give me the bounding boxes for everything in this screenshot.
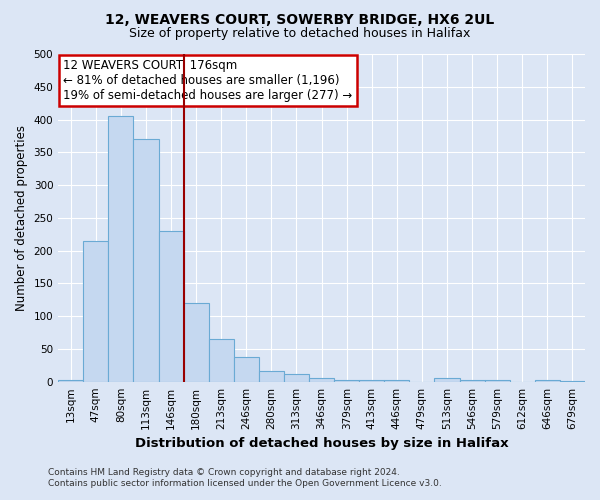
Y-axis label: Number of detached properties: Number of detached properties bbox=[15, 125, 28, 311]
Text: Size of property relative to detached houses in Halifax: Size of property relative to detached ho… bbox=[130, 28, 470, 40]
Bar bbox=[209, 339, 234, 382]
Bar bbox=[309, 378, 334, 382]
Bar bbox=[284, 374, 309, 382]
Bar bbox=[560, 381, 585, 382]
Text: Contains HM Land Registry data © Crown copyright and database right 2024.
Contai: Contains HM Land Registry data © Crown c… bbox=[48, 468, 442, 487]
Bar bbox=[234, 357, 259, 382]
Bar bbox=[133, 139, 158, 382]
Text: 12 WEAVERS COURT: 176sqm
← 81% of detached houses are smaller (1,196)
19% of sem: 12 WEAVERS COURT: 176sqm ← 81% of detach… bbox=[64, 59, 353, 102]
Bar bbox=[334, 380, 359, 382]
Bar bbox=[184, 303, 209, 382]
Bar bbox=[58, 380, 83, 382]
Bar bbox=[485, 380, 510, 382]
Bar bbox=[158, 231, 184, 382]
Bar bbox=[359, 380, 385, 382]
Bar bbox=[385, 380, 409, 382]
Bar bbox=[109, 116, 133, 382]
Bar bbox=[434, 378, 460, 382]
Bar bbox=[83, 241, 109, 382]
Bar bbox=[460, 380, 485, 382]
Text: 12, WEAVERS COURT, SOWERBY BRIDGE, HX6 2UL: 12, WEAVERS COURT, SOWERBY BRIDGE, HX6 2… bbox=[106, 12, 494, 26]
Bar bbox=[535, 380, 560, 382]
X-axis label: Distribution of detached houses by size in Halifax: Distribution of detached houses by size … bbox=[135, 437, 508, 450]
Bar bbox=[259, 370, 284, 382]
